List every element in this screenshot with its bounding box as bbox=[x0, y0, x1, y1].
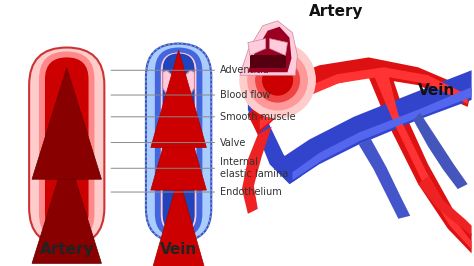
FancyBboxPatch shape bbox=[163, 55, 194, 230]
Circle shape bbox=[248, 51, 307, 110]
Text: Adventitia: Adventitia bbox=[111, 65, 270, 75]
Circle shape bbox=[240, 43, 315, 118]
FancyBboxPatch shape bbox=[146, 44, 211, 242]
Text: Valve: Valve bbox=[111, 138, 246, 148]
FancyBboxPatch shape bbox=[161, 52, 196, 232]
Polygon shape bbox=[418, 176, 472, 236]
Text: Smooth muscle: Smooth muscle bbox=[111, 112, 296, 122]
FancyBboxPatch shape bbox=[45, 57, 89, 236]
Text: Artery: Artery bbox=[309, 4, 364, 19]
Text: Internal
elastic lamina: Internal elastic lamina bbox=[111, 157, 288, 179]
Text: Vein: Vein bbox=[160, 242, 197, 257]
Polygon shape bbox=[374, 67, 472, 250]
Polygon shape bbox=[163, 127, 176, 151]
Polygon shape bbox=[292, 87, 472, 180]
Text: Artery: Artery bbox=[39, 242, 94, 257]
FancyBboxPatch shape bbox=[29, 48, 104, 246]
Polygon shape bbox=[182, 70, 194, 94]
Polygon shape bbox=[369, 65, 472, 253]
Polygon shape bbox=[182, 127, 194, 151]
Text: Vein: Vein bbox=[418, 82, 456, 98]
FancyBboxPatch shape bbox=[39, 52, 94, 242]
Text: Blood flow: Blood flow bbox=[111, 90, 271, 100]
Polygon shape bbox=[248, 80, 301, 184]
Circle shape bbox=[263, 65, 292, 95]
Polygon shape bbox=[270, 39, 288, 55]
Polygon shape bbox=[413, 113, 468, 189]
Polygon shape bbox=[280, 70, 472, 184]
Polygon shape bbox=[248, 39, 266, 55]
Polygon shape bbox=[248, 57, 472, 135]
Polygon shape bbox=[359, 139, 410, 219]
Polygon shape bbox=[240, 21, 297, 75]
Polygon shape bbox=[248, 27, 292, 72]
Circle shape bbox=[256, 59, 300, 102]
Polygon shape bbox=[242, 127, 272, 214]
Text: Endothelium: Endothelium bbox=[111, 187, 282, 197]
Polygon shape bbox=[250, 55, 285, 68]
FancyBboxPatch shape bbox=[163, 53, 194, 232]
Polygon shape bbox=[260, 67, 468, 130]
Polygon shape bbox=[163, 70, 176, 94]
FancyBboxPatch shape bbox=[155, 48, 202, 238]
FancyBboxPatch shape bbox=[242, 0, 472, 263]
